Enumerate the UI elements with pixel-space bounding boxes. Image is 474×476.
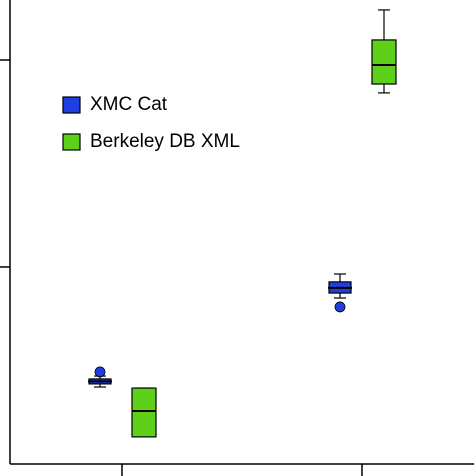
legend-label: Berkeley DB XML [90, 131, 240, 152]
box [131, 387, 157, 438]
outlier [94, 366, 106, 378]
legend-swatch [62, 133, 81, 151]
box [371, 39, 397, 85]
legend-swatch [62, 96, 81, 114]
outlier [334, 301, 346, 313]
legend-label: XMC Cat [90, 94, 168, 115]
